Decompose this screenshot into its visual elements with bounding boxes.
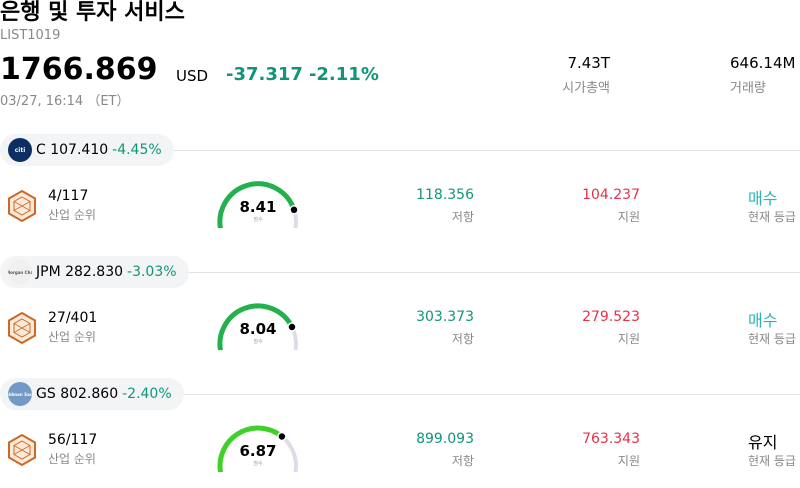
volume-label: 거래량 (730, 81, 766, 96)
score-value: 8.41 (239, 198, 277, 216)
industry-rank-icon (8, 190, 36, 222)
score-label: 점수 (253, 339, 263, 345)
current-grade-label: 현재 등급 (748, 210, 796, 224)
market-cap-value: 7.43T (567, 54, 610, 72)
index-code: LIST1019 (0, 28, 61, 43)
company-logo: JPMorgan Chase (8, 260, 32, 284)
current-grade-value: 유지 (748, 433, 778, 452)
score-gauge (217, 425, 298, 472)
resistance-value: 303.373 (416, 309, 474, 325)
stock-price: 802.860 (60, 386, 119, 402)
stock-chip[interactable]: JPMorgan Chase JPM 282.830-3.03% (0, 256, 189, 288)
industry-rank-value: 4/117 (48, 188, 89, 204)
gauge-marker (277, 431, 287, 442)
resistance-label: 저항 (451, 210, 474, 224)
change-value: -37.317 (226, 64, 303, 85)
industry-rank-label: 산업 순위 (48, 208, 96, 222)
stock-row: citi C 107.410 -4.45% 4/117 산업 순위 8.41 점수… (0, 134, 800, 256)
current-grade-value: 매수 (748, 189, 778, 208)
currency-label: USD (176, 67, 209, 85)
industry-rank-value: 27/401 (48, 310, 98, 326)
volume-value: 646.14M (730, 54, 796, 72)
score-value: 8.04 (239, 320, 277, 338)
stock-ticker: C (36, 142, 46, 158)
section-divider (0, 272, 800, 273)
market-cap-label: 시가총액 (562, 81, 610, 96)
market-cap-stat: 7.43T 시가총액 (562, 53, 610, 96)
support-value: 279.523 (582, 309, 640, 325)
current-grade-label: 현재 등급 (748, 332, 796, 346)
score-label: 점수 (253, 217, 263, 223)
score-value: 6.87 (239, 442, 277, 460)
resistance-value: 899.093 (416, 431, 474, 447)
company-logo: citi (8, 138, 32, 162)
industry-rank-label: 산업 순위 (48, 452, 96, 466)
section-divider (0, 394, 800, 395)
support-label: 지원 (617, 454, 640, 468)
stock-change-percent: -3.03% (127, 264, 177, 280)
stock-price: 107.410 (50, 142, 109, 158)
stock-ticker: GS (36, 386, 56, 402)
stock-row: JPMorgan Chase JPM 282.830-3.03% 27/401 … (0, 256, 800, 378)
change-percent: -2.11% (308, 64, 379, 85)
stock-ticker: JPM (36, 264, 61, 280)
industry-rank-label: 산업 순위 (48, 330, 96, 344)
current-grade-label: 현재 등급 (748, 454, 796, 468)
support-label: 지원 (617, 210, 640, 224)
industry-rank-value: 56/117 (48, 432, 98, 448)
score-gauge (217, 181, 299, 228)
gauge-marker (289, 205, 299, 215)
company-logo: Goldman Sachs (8, 382, 32, 406)
volume-stat: 646.14M 거래량 (730, 53, 800, 96)
index-price: 1766.869 (0, 52, 158, 87)
support-value: 104.237 (582, 187, 640, 203)
stock-chip[interactable]: citi C 107.410 -4.45% (0, 134, 174, 166)
page-title: 은행 및 투자 서비스 (0, 0, 185, 25)
section-divider (0, 150, 800, 151)
stock-change-percent: -2.40% (122, 386, 172, 402)
industry-rank-icon (8, 434, 36, 466)
support-label: 지원 (617, 332, 640, 346)
current-grade-value: 매수 (748, 311, 778, 330)
score-gauge (217, 303, 298, 350)
gauge-fill (217, 303, 295, 350)
resistance-label: 저항 (451, 454, 474, 468)
stock-chip[interactable]: Goldman Sachs GS 802.860-2.40% (0, 378, 184, 410)
industry-rank-icon (8, 312, 36, 344)
score-label: 점수 (253, 461, 263, 467)
stock-change-percent: -4.45% (112, 142, 162, 158)
gauge-marker (287, 322, 297, 332)
stock-price: 282.830 (65, 264, 124, 280)
gauge-fill (217, 181, 297, 228)
support-value: 763.343 (582, 431, 640, 447)
gauge-fill (217, 425, 285, 472)
resistance-label: 저항 (451, 332, 474, 346)
stock-row: Goldman Sachs GS 802.860-2.40% 56/117 산업… (0, 378, 800, 488)
resistance-value: 118.356 (416, 187, 474, 203)
timestamp: 03/27, 16:14 （ET） (0, 94, 130, 109)
index-change: -37.317 -2.11% (226, 64, 379, 85)
